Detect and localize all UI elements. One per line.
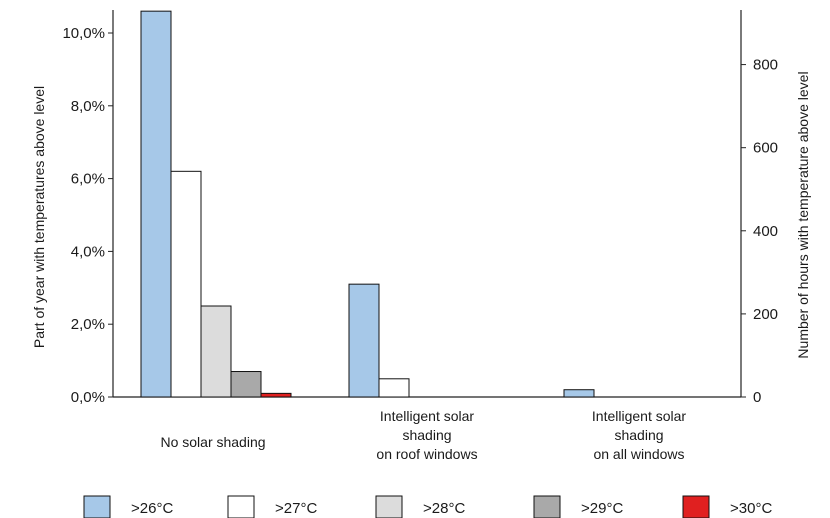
category-label: on all windows: [593, 446, 684, 462]
left-tick-label: 8,0%: [71, 98, 105, 115]
legend-label: >28°C: [423, 500, 465, 517]
bar: [260, 392, 292, 398]
category-label: No solar shading: [160, 434, 265, 450]
legend-label: >26°C: [131, 500, 173, 517]
legend-swatch: [83, 495, 111, 518]
right-tick-label: 200: [753, 306, 778, 323]
category-label: shading: [402, 427, 451, 443]
right-axis-title: Number of hours with temperature above l…: [795, 71, 811, 358]
legend-label: >27°C: [275, 500, 317, 517]
bar: [563, 389, 595, 398]
category-label: Intelligent solar: [380, 408, 475, 424]
legend-swatch: [375, 495, 403, 518]
legend-swatch: [227, 495, 255, 518]
bar: [230, 371, 262, 398]
bar: [200, 305, 232, 398]
left-tick-label: 4,0%: [71, 243, 105, 260]
right-tick-label: 0: [753, 389, 761, 406]
left-axis-title: Part of year with temperatures above lev…: [31, 86, 47, 348]
right-tick-label: 600: [753, 140, 778, 157]
left-tick-label: 0,0%: [71, 389, 105, 406]
bar: [170, 170, 202, 398]
left-tick-label: 2,0%: [71, 316, 105, 333]
bar: [348, 283, 380, 398]
legend-swatch: [533, 495, 561, 518]
legend-swatch: [682, 495, 710, 518]
category-label: shading: [614, 427, 663, 443]
bar: [378, 378, 410, 398]
legend-label: >30°C: [730, 500, 772, 517]
left-tick-label: 6,0%: [71, 171, 105, 188]
right-tick-label: 400: [753, 223, 778, 240]
category-label: on roof windows: [376, 446, 477, 462]
legend-label: >29°C: [581, 500, 623, 517]
bar: [140, 10, 172, 398]
category-label: Intelligent solar: [592, 408, 687, 424]
left-tick-label: 10,0%: [62, 25, 105, 42]
right-tick-label: 800: [753, 57, 778, 74]
